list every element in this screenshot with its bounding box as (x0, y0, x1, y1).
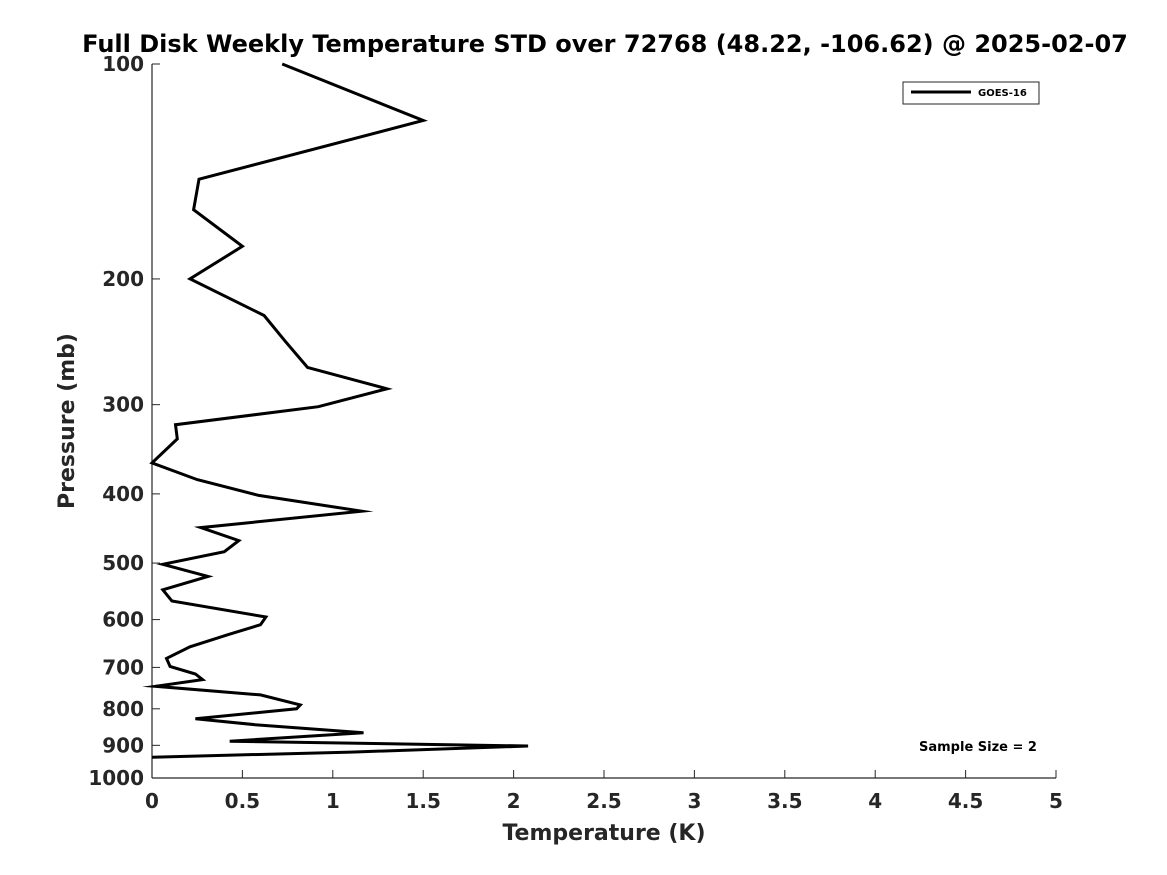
y-ticks: 100 200 300 400 500 600 700 800 900 1000 (88, 52, 160, 790)
legend-label-goes-16: GOES-16 (978, 88, 1027, 99)
y-tick-label-0: 100 (102, 52, 144, 76)
x-tick-label-7: 3.5 (767, 789, 802, 813)
x-tick-label-4: 2 (507, 789, 521, 813)
y-tick-label-2: 300 (102, 393, 144, 417)
series-line-goes-16 (142, 62, 529, 759)
sample-size-annotation: Sample Size = 2 (919, 740, 1037, 755)
y-axis-label: Pressure (mb) (55, 333, 80, 509)
x-tick-label-10: 5 (1049, 789, 1063, 813)
series-layer (142, 62, 529, 759)
y-tick-label-3: 400 (102, 482, 144, 506)
y-tick-label-4: 500 (102, 551, 144, 575)
x-tick-label-6: 3 (687, 789, 701, 813)
y-tick-label-5: 600 (102, 608, 144, 632)
axes (151, 64, 1056, 779)
y-tick-label-7: 800 (102, 697, 144, 721)
y-tick-label-6: 700 (102, 655, 144, 679)
x-axis-label: Temperature (K) (502, 821, 705, 846)
y-tick-label-1: 200 (102, 267, 144, 291)
x-tick-label-8: 4 (868, 789, 882, 813)
y-tick-label-8: 900 (102, 733, 144, 757)
x-ticks: 0 0.5 1 1.5 2 2.5 3 3.5 4 4.5 5 (145, 770, 1063, 813)
chart-title: Full Disk Weekly Temperature STD over 72… (82, 30, 1128, 58)
legend: GOES-16 (902, 81, 1040, 105)
y-tick-label-9: 1000 (88, 766, 144, 790)
x-tick-label-9: 4.5 (948, 789, 983, 813)
x-tick-label-5: 2.5 (586, 789, 621, 813)
x-tick-label-0: 0 (145, 789, 159, 813)
x-tick-label-2: 1 (326, 789, 340, 813)
x-tick-label-3: 1.5 (405, 789, 440, 813)
x-tick-label-1: 0.5 (225, 789, 260, 813)
